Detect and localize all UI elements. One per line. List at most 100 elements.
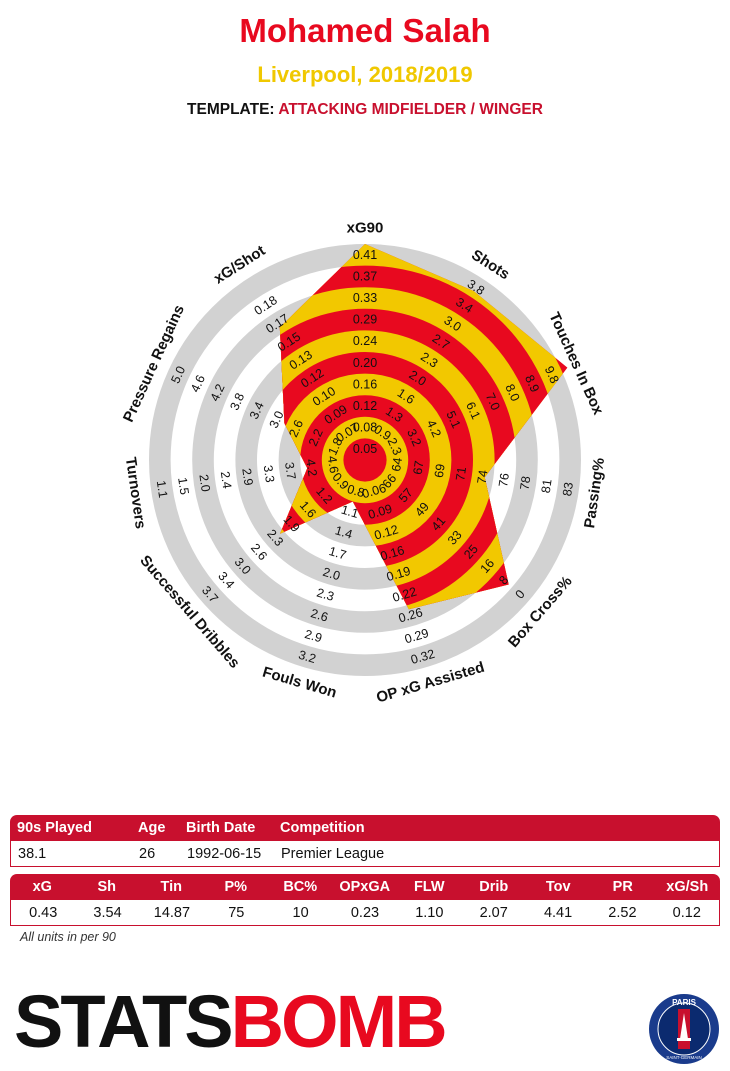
tick-label: 7.0 [483, 391, 503, 413]
template-value: ATTACKING MIDFIELDER / WINGER [278, 101, 543, 118]
stats-header-cell: xG [32, 879, 52, 895]
tick-label: 4.2 [424, 418, 444, 440]
tick-label: 2.9 [239, 467, 255, 486]
stats-value-cell: 2.07 [479, 904, 508, 921]
value-band [343, 438, 387, 482]
info-header-cell: Age [138, 820, 166, 836]
tick-label: 2.0 [196, 473, 212, 492]
tick-label: 83 [560, 481, 576, 497]
stats-header-cell: FLW [413, 879, 445, 895]
axis-label: Passing% [581, 457, 608, 530]
stats-value-cell: 10 [292, 904, 309, 921]
logo-part-stats: STATS [14, 980, 234, 1063]
info-value-cell: 26 [139, 845, 156, 862]
axis-label: xG90 [347, 220, 384, 237]
tick-label: 0.37 [353, 269, 377, 283]
info-value-cell: 1992-06-15 [187, 845, 262, 862]
tick-label: 8.0 [502, 382, 522, 404]
tick-label: 81 [539, 478, 555, 494]
tick-label: 67 [411, 460, 427, 476]
tick-label: 0.24 [353, 334, 377, 348]
tick-label: 5.1 [443, 409, 463, 431]
tick-label: 0.08 [353, 421, 377, 435]
tick-label: 0.20 [353, 356, 377, 370]
tick-label: 3.0 [267, 409, 287, 431]
club-season: Liverpool, 2018/2019 [257, 62, 473, 87]
stats-value-cell: 14.87 [153, 904, 191, 921]
stats-value-cell: 2.52 [608, 904, 637, 921]
tick-label: 3.8 [227, 391, 247, 413]
tick-label: 0.32 [409, 647, 436, 667]
tick-label: 0.09 [367, 502, 394, 522]
stats-header-row: xG Sh Tin P% BC% OPxGA FLW Drib Tov PR x… [10, 874, 720, 900]
tick-label: 0.29 [353, 313, 377, 327]
stats-value-cell: 0.23 [350, 904, 380, 921]
tick-label: 0.22 [391, 585, 418, 605]
stats-value-cell: 0.43 [29, 904, 58, 921]
tick-label: 74 [475, 469, 491, 485]
tick-label: 2.3 [315, 586, 336, 604]
stats-value-row: 0.43 3.54 14.87 75 10 0.23 1.10 2.07 4.4… [10, 900, 720, 926]
stats-header-cell: Drib [479, 879, 509, 895]
psg-crest-icon: PARIS SAINT-GERMAIN [649, 994, 719, 1064]
stats-value-cell: 3.54 [93, 904, 122, 921]
info-value-cell: 38.1 [18, 845, 47, 862]
radar-chart: 0.050.080.120.160.200.240.290.330.370.41… [120, 220, 608, 707]
info-header-cell: Birth Date [186, 820, 256, 836]
tick-label: 3.4 [247, 400, 267, 422]
tick-label: 71 [453, 466, 469, 482]
info-table: 90s Played Age Birth Date Competition 38… [10, 815, 720, 867]
tick-label: 0.16 [353, 377, 377, 391]
tick-label: 2.6 [309, 606, 330, 624]
info-header-cell: 90s Played [17, 820, 92, 836]
stats-header-cell: Sh [97, 879, 117, 895]
stats-value-cell: 1.10 [415, 904, 444, 921]
tick-label: 1.1 [154, 480, 170, 499]
tick-label: 64 [389, 457, 405, 473]
tick-label: 1.7 [327, 544, 348, 562]
stats-header-cell: xG/Sh [666, 879, 709, 895]
info-value-row: 38.1 26 1992-06-15 Premier League [10, 841, 720, 867]
template-label: TEMPLATE: [187, 101, 275, 118]
tick-label: 2.2 [306, 427, 326, 449]
stats-header-cell: P% [224, 879, 248, 895]
tick-label: 2.3 [385, 436, 405, 458]
tick-label: 3.7 [282, 461, 298, 480]
tick-label: 0.05 [353, 442, 377, 456]
tick-label: 0.06 [360, 481, 387, 501]
tick-label: 4.2 [208, 382, 228, 404]
tick-label: 1.1 [339, 503, 360, 521]
tick-label: 3.3 [261, 464, 277, 483]
statsbomb-logo: STATSBOMB [14, 985, 448, 1059]
tick-label: 3.2 [404, 427, 424, 449]
tick-label: 4.6 [188, 373, 208, 395]
stats-header-cell: Tin [160, 879, 182, 895]
stats-value-cell: 4.41 [543, 904, 573, 921]
tick-label: 76 [496, 472, 512, 488]
tick-label: 8.9 [522, 373, 542, 395]
tick-label: 9.8 [542, 364, 562, 386]
info-value-cell: Premier League [281, 845, 385, 862]
tick-label: 0.29 [403, 626, 430, 646]
tick-label: 5.0 [168, 364, 188, 386]
tick-label: 0.12 [353, 399, 377, 413]
tick-label: 2.0 [321, 565, 342, 583]
info-header-row: 90s Played Age Birth Date Competition [10, 815, 720, 841]
stats-value-cell: 0.12 [672, 904, 701, 921]
tick-labels: 0.050.080.120.160.200.240.290.330.370.41… [154, 248, 576, 667]
units-footnote: All units in per 90 [20, 930, 116, 944]
stats-header-cell: Tov [545, 879, 571, 895]
stats-value-cell: 75 [228, 904, 245, 921]
tick-label: 1.8 [326, 436, 346, 458]
tick-label: 0.12 [373, 522, 400, 542]
tick-label: 3.2 [297, 648, 318, 666]
tick-label: 0.26 [397, 605, 424, 625]
tick-label: 1.5 [175, 476, 191, 495]
tick-label: 2.6 [286, 418, 306, 440]
tick-label: 0.41 [353, 248, 377, 262]
tick-label: 0.16 [379, 543, 406, 563]
tick-label: 4.2 [303, 458, 319, 477]
tick-label: 2.4 [218, 470, 234, 489]
tick-label: 2.9 [303, 627, 324, 645]
tick-label: 69 [432, 463, 448, 479]
